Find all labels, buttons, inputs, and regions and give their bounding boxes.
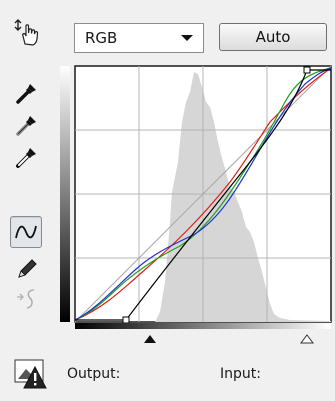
edit-points-curve-icon <box>15 225 37 239</box>
sample-white-eyedropper-icon <box>16 148 36 168</box>
auto-button[interactable]: Auto <box>219 23 327 51</box>
smooth-curve-tool[interactable] <box>12 284 42 314</box>
on-image-adjust-icon <box>14 19 39 46</box>
draw-pencil-tool[interactable] <box>12 254 42 284</box>
chevron-down-icon <box>181 35 193 41</box>
on-image-adjust-tool[interactable] <box>12 18 42 48</box>
white-input-slider[interactable] <box>300 334 314 344</box>
curve-control-point-white[interactable] <box>303 66 311 74</box>
composite-rgb-curve <box>75 69 331 321</box>
sample-gray-eyedropper[interactable] <box>12 110 42 140</box>
blue-channel-curve <box>74 67 332 321</box>
curves-graph-panel[interactable] <box>60 62 332 331</box>
output-gradient-bar <box>60 66 70 322</box>
channel-select[interactable]: RGB <box>74 23 204 53</box>
curve-control-point-black[interactable] <box>122 316 130 324</box>
input-label: Input: <box>220 366 261 382</box>
red-channel-curve <box>74 67 332 321</box>
sample-gray-eyedropper-icon <box>16 116 36 136</box>
clipping-warning-icon[interactable] <box>14 357 48 391</box>
sample-black-eyedropper[interactable] <box>12 78 42 108</box>
channel-select-value: RGB <box>85 29 118 47</box>
sample-white-eyedropper[interactable] <box>12 142 42 172</box>
black-input-slider[interactable] <box>143 334 157 344</box>
green-channel-curve <box>74 67 332 321</box>
output-label: Output: <box>67 366 121 382</box>
edit-points-curve-tool[interactable] <box>10 216 42 248</box>
smooth-curve-icon <box>17 289 35 309</box>
input-gradient-bar <box>75 323 331 329</box>
draw-pencil-icon <box>18 259 37 278</box>
curves-graph[interactable] <box>60 62 332 331</box>
sample-black-eyedropper-icon <box>16 84 36 104</box>
